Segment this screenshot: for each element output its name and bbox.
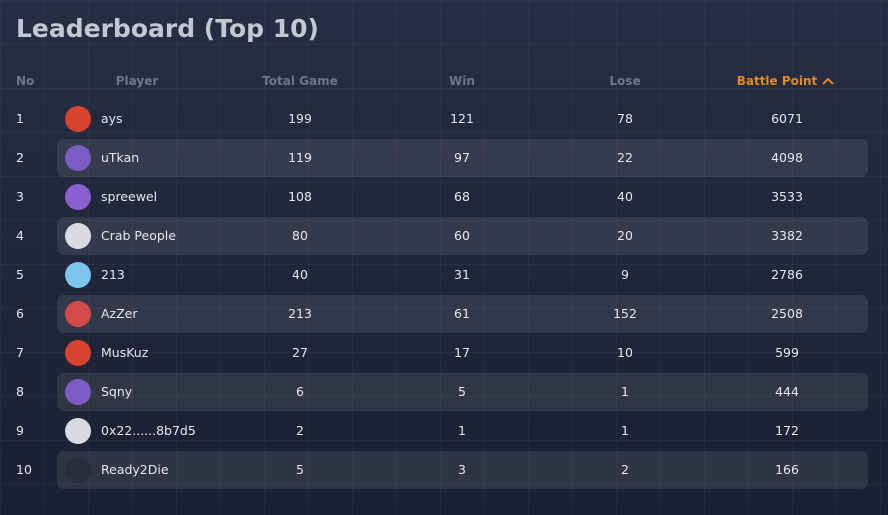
column-header[interactable]: No (16, 74, 35, 88)
row-highlight (57, 451, 868, 489)
stat: 6071 (771, 111, 803, 126)
stat: 60 (454, 228, 470, 243)
column-header[interactable]: Total Game (262, 74, 338, 88)
avatar (65, 184, 91, 210)
rank: 6 (16, 306, 24, 321)
rank: 10 (16, 462, 32, 477)
stat: 5 (296, 462, 304, 477)
stat: 121 (450, 111, 474, 126)
stat: 1 (621, 423, 629, 438)
avatar (65, 223, 91, 249)
row-highlight (57, 295, 868, 333)
rank: 1 (16, 111, 24, 126)
stat: 97 (454, 150, 470, 165)
column-header[interactable]: Player (115, 74, 159, 88)
avatar (65, 379, 91, 405)
stat: 3 (458, 462, 466, 477)
stat: 5 (458, 384, 466, 399)
stat: 1 (458, 423, 466, 438)
avatar (65, 418, 91, 444)
player-name[interactable]: 0x22......8b7d5 (101, 423, 196, 438)
stat: 20 (617, 228, 633, 243)
player-name[interactable]: Sqny (101, 384, 133, 399)
avatar (65, 340, 91, 366)
rank: 5 (16, 267, 24, 282)
player-name[interactable]: spreewel (101, 189, 158, 204)
stat: 10 (617, 345, 633, 360)
player-name[interactable]: 213 (101, 267, 125, 282)
stat: 108 (288, 189, 312, 204)
column-header[interactable]: Lose (609, 74, 641, 88)
stat: 78 (617, 111, 633, 126)
title: Leaderboard (Top 10) (16, 14, 319, 43)
avatar (65, 457, 91, 483)
rank: 9 (16, 423, 24, 438)
stat: 61 (454, 306, 470, 321)
stat: 172 (775, 423, 799, 438)
stat: 2 (296, 423, 304, 438)
avatar (65, 145, 91, 171)
stat: 444 (775, 384, 799, 399)
stat: 599 (775, 345, 799, 360)
stat: 2786 (771, 267, 803, 282)
stat: 4098 (771, 150, 803, 165)
stat: 80 (292, 228, 308, 243)
player-name[interactable]: Ready2Die (101, 462, 169, 477)
stat: 40 (617, 189, 633, 204)
player-name[interactable]: MusKuz (101, 345, 149, 360)
stat: 166 (775, 462, 799, 477)
row-highlight (57, 139, 868, 177)
rank: 8 (16, 384, 24, 399)
column-header[interactable]: Battle Point (736, 74, 818, 88)
avatar (65, 301, 91, 327)
row-highlight (57, 373, 868, 411)
stat: 40 (292, 267, 308, 282)
rank: 4 (16, 228, 24, 243)
rank: 3 (16, 189, 24, 204)
player-name[interactable]: Crab People (101, 228, 176, 243)
player-name[interactable]: AzZer (101, 306, 138, 321)
stat: 17 (454, 345, 470, 360)
stat: 152 (613, 306, 637, 321)
rank: 7 (16, 345, 24, 360)
stat: 3533 (771, 189, 803, 204)
stat: 68 (454, 189, 470, 204)
sort-caret[interactable] (822, 77, 834, 85)
stat: 213 (288, 306, 312, 321)
stat: 31 (454, 267, 470, 282)
stat: 1 (621, 384, 629, 399)
column-header[interactable]: Win (449, 74, 475, 88)
stat: 9 (621, 267, 629, 282)
avatar (65, 106, 91, 132)
player-name[interactable]: ays (101, 111, 123, 126)
avatar (65, 262, 91, 288)
stat: 3382 (771, 228, 803, 243)
stat: 2508 (771, 306, 803, 321)
row-highlight (57, 217, 868, 255)
stat: 22 (617, 150, 633, 165)
stat: 199 (288, 111, 312, 126)
stat: 2 (621, 462, 629, 477)
rank: 2 (16, 150, 24, 165)
player-name[interactable]: uTkan (101, 150, 140, 165)
stat: 119 (288, 150, 312, 165)
stat: 27 (292, 345, 308, 360)
stat: 6 (296, 384, 304, 399)
